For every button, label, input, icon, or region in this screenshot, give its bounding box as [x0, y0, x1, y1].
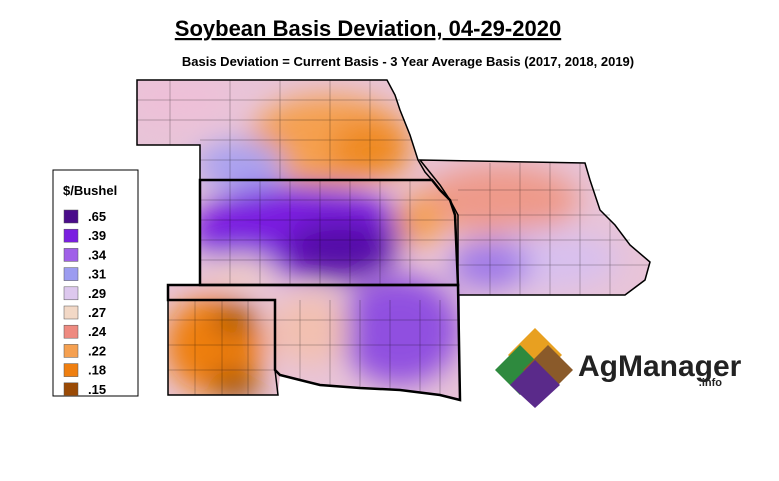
legend-swatch	[63, 305, 79, 320]
legend-swatch	[63, 363, 79, 377]
legend-swatch	[63, 324, 79, 339]
legend-swatch	[63, 248, 79, 262]
legend-swatch	[63, 209, 79, 224]
legend-label: .34	[88, 247, 107, 262]
legend-label: .27	[88, 305, 106, 320]
logo-suffix: .info	[699, 377, 722, 389]
legend-label: .24	[88, 324, 107, 339]
title: Soybean Basis Deviation, 04-29-2020	[175, 16, 561, 41]
legend-label: .18	[88, 363, 106, 378]
subtitle: Basis Deviation = Current Basis - 3 Year…	[182, 54, 634, 69]
legend-box	[52, 169, 139, 397]
legend-items: .65 .39 .34 .31 .29 .27 .24 .22 .18 .15	[63, 209, 107, 397]
legend-title: $/Bushel	[63, 183, 117, 198]
legend-label: .31	[88, 267, 106, 282]
legend-swatch	[63, 286, 79, 301]
legend-label: .65	[88, 209, 106, 224]
legend-swatch	[63, 382, 79, 397]
legend-label: .22	[88, 343, 106, 358]
state-borders	[136, 79, 651, 402]
legend-label: .39	[88, 228, 106, 243]
legend-swatch	[63, 228, 79, 243]
legend-swatch	[63, 344, 79, 358]
logo-name: AgManager	[578, 350, 742, 383]
county-lines	[137, 80, 650, 395]
legend-label: .29	[88, 286, 106, 301]
legend-label: .15	[88, 382, 106, 397]
legend-swatch	[63, 267, 79, 281]
logo: AgManager .info	[495, 328, 742, 408]
